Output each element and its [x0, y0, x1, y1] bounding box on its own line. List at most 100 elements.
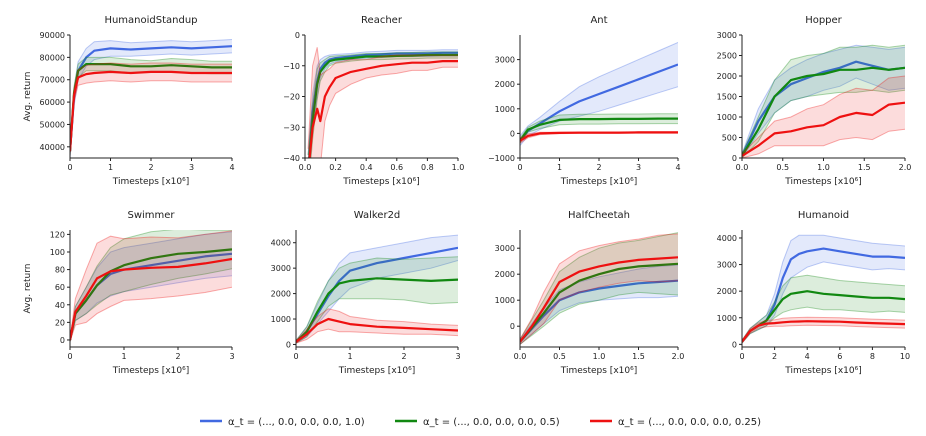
- x-tick-label: 3: [455, 352, 460, 361]
- x-tick-label: 0.0: [514, 352, 527, 361]
- y-tick-label: 80: [55, 266, 65, 275]
- y-tick-label: 0: [510, 129, 515, 138]
- y-tick-label: 2000: [495, 80, 515, 89]
- y-tick-label: 1500: [717, 93, 737, 102]
- x-tick-label: 1: [557, 163, 562, 172]
- band-upper-1.0: [296, 234, 458, 341]
- y-tick-label: 120: [50, 230, 65, 239]
- series-group: [520, 232, 678, 345]
- x-tick-label: 1.0: [452, 163, 465, 172]
- band-0.5: [308, 51, 458, 158]
- band-lower-0.5: [742, 89, 905, 158]
- band-lower-0.25: [742, 324, 905, 344]
- x-tick-label: 0.5: [776, 163, 789, 172]
- y-tick-label: −10: [283, 62, 300, 71]
- band-lower-0.25: [296, 328, 458, 344]
- band-0.25: [308, 47, 458, 158]
- x-tick-label: 0.2: [329, 163, 342, 172]
- x-tick-label: 0: [67, 163, 72, 172]
- y-tick-label: 2000: [495, 270, 515, 279]
- x-tick-label: 0.5: [553, 352, 566, 361]
- series-group: [742, 44, 905, 158]
- band-upper-0.25: [70, 62, 232, 147]
- legend-label-0: α_t = (..., 0.0, 0.0, 0.0, 1.0): [228, 417, 365, 428]
- band-1.0: [308, 49, 458, 158]
- y-tick-label: 4000: [271, 239, 291, 248]
- y-tick-label: 0: [732, 340, 737, 349]
- y-tick-label: 60000: [40, 98, 65, 107]
- x-axis-label: Timesteps [x10⁶]: [784, 177, 861, 187]
- band-upper-1.0: [742, 234, 905, 341]
- y-tick-label: 2000: [271, 290, 291, 299]
- band-1.0: [296, 235, 458, 344]
- x-tick-label: 0.8: [421, 163, 434, 172]
- band-lower-0.25: [742, 128, 905, 158]
- band-0.5: [742, 275, 905, 343]
- y-tick-label: 0: [732, 154, 737, 163]
- series-group: [520, 41, 678, 147]
- y-tick-label: −1000: [488, 154, 515, 163]
- band-upper-0.25: [307, 47, 458, 149]
- legend: α_t = (..., 0.0, 0.0, 0.0, 1.0) α_t = (..…: [200, 417, 761, 428]
- x-tick-label: 0: [739, 352, 744, 361]
- x-tick-label: 4: [805, 352, 810, 361]
- series-line-0.5: [520, 117, 678, 142]
- x-tick-label: 10: [900, 352, 910, 361]
- panel-title: Hopper: [805, 15, 842, 26]
- series-line-0.5: [70, 62, 232, 152]
- y-tick-label: 1000: [495, 296, 515, 305]
- x-tick-label: 0: [293, 352, 298, 361]
- y-tick-label: 3000: [717, 261, 737, 270]
- band-lower-0.25: [520, 280, 678, 345]
- band-upper-0.5: [742, 274, 905, 341]
- panel-title: Walker2d: [354, 210, 401, 221]
- y-tick-label: 1000: [717, 113, 737, 122]
- series-line-0.25: [70, 70, 232, 152]
- y-tick-label: 2000: [717, 287, 737, 296]
- x-tick-label: 1.0: [817, 163, 830, 172]
- band-lower-1.0: [742, 77, 905, 158]
- series-line-0.25: [308, 59, 458, 158]
- series-group: [70, 230, 232, 342]
- legend-label-1: α_t = (..., 0.0, 0.0, 0.0, 0.5): [423, 417, 560, 428]
- y-tick-label: 3000: [717, 31, 737, 40]
- panel-title: HumanoidStandup: [104, 15, 197, 26]
- panel-title: Swimmer: [127, 210, 175, 221]
- x-tick-label: 0.0: [299, 163, 312, 172]
- panel-swimmer: Swimmer 0 1 2 3 0 20 40 60 80 100 120 Timesteps [x10…: [23, 210, 235, 376]
- y-tick-label: 70000: [40, 76, 65, 85]
- y-tick-label: 40: [55, 301, 65, 310]
- series-line-1.0: [742, 60, 905, 157]
- y-tick-label: 4000: [717, 234, 737, 243]
- band-upper-1.0: [742, 44, 905, 155]
- x-axis-label: Timesteps [x10⁶]: [560, 366, 637, 376]
- y-tick-label: 80000: [40, 53, 65, 62]
- band-upper-0.5: [307, 51, 458, 155]
- series-line-0.25: [70, 257, 232, 341]
- x-tick-label: 2: [401, 352, 406, 361]
- x-tick-label: 3: [189, 163, 194, 172]
- series-group: [307, 47, 458, 158]
- y-tick-label: 50000: [40, 120, 65, 129]
- band-lower-1.0: [70, 275, 232, 342]
- band-upper-0.25: [296, 308, 458, 341]
- x-axis-label: Timesteps [x10⁶]: [342, 177, 419, 187]
- band-upper-0.5: [520, 232, 678, 340]
- band-1.0: [520, 265, 678, 345]
- band-0.5: [296, 256, 458, 344]
- band-upper-0.5: [70, 56, 232, 147]
- band-1.0: [742, 235, 905, 343]
- band-upper-1.0: [70, 39, 232, 145]
- x-tick-label: 4: [675, 163, 680, 172]
- band-upper-0.5: [296, 256, 458, 341]
- band-lower-0.5: [520, 123, 678, 144]
- y-tick-label: 1000: [717, 314, 737, 323]
- panel-halfcheetah: HalfCheetah 0.0 0.5 1.0 1.5 2.0 0 1000 2000 3000 T…: [495, 210, 685, 376]
- band-0.25: [742, 76, 905, 158]
- x-tick-label: 3: [229, 352, 234, 361]
- band-lower-0.25: [70, 286, 232, 342]
- panel-title: Ant: [590, 15, 607, 26]
- panel-humanoid: Humanoid 0 2 4 6 8 10 0 1000 2000 3000 4000 Timestep…: [717, 210, 910, 376]
